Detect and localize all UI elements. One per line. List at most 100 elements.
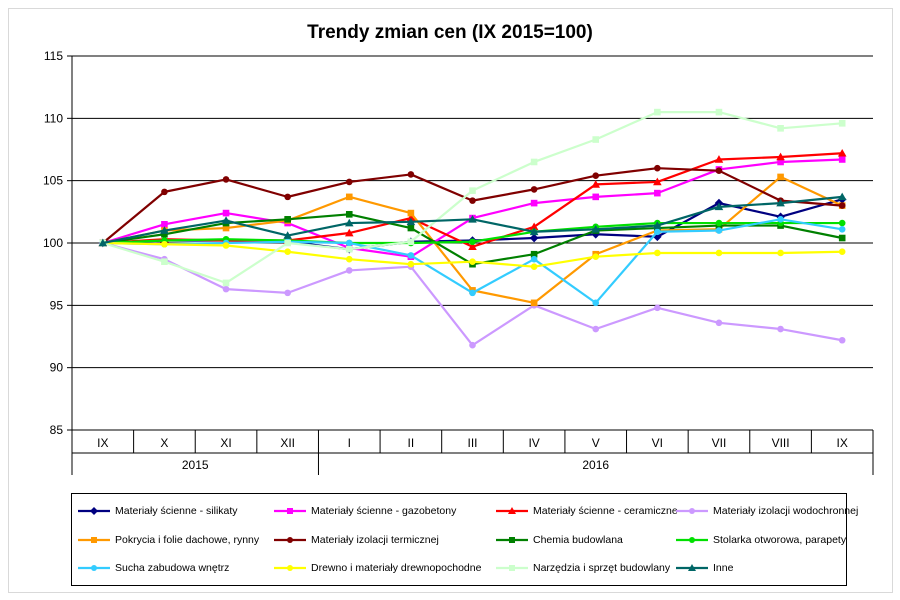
- legend-item: Chemia budowlana: [495, 530, 623, 550]
- data-point: [345, 211, 353, 218]
- legend-item: Narzędzia i sprzęt budowlany: [495, 558, 670, 578]
- legend-marker: [91, 565, 97, 571]
- legend-label: Stolarka otworowa, parapety: [713, 534, 847, 546]
- legend-item: Inne: [675, 558, 733, 578]
- data-point: [345, 267, 353, 274]
- data-point: [529, 227, 539, 236]
- data-point: [344, 228, 354, 237]
- data-point: [838, 234, 846, 242]
- x-tick-label: XI: [220, 436, 231, 450]
- legend-item: Materiały izolacji termicznej: [273, 530, 439, 550]
- legend: Materiały ścienne - silikaty Materiały śc…: [71, 493, 858, 586]
- data-point: [407, 252, 415, 259]
- data-point: [837, 192, 847, 201]
- legend-marker: [287, 565, 293, 571]
- data-point: [592, 136, 600, 143]
- data-point: [715, 227, 723, 234]
- legend-marker: [689, 508, 695, 514]
- year-label: 2016: [582, 458, 609, 472]
- data-point: [530, 255, 538, 263]
- data-point: [530, 186, 538, 193]
- chart-frame: [8, 8, 893, 593]
- y-tick-label: 115: [44, 49, 63, 63]
- x-tick-label: XII: [280, 436, 295, 450]
- legend-marker: [287, 537, 293, 543]
- data-point: [530, 263, 538, 270]
- legend-label: Materiały ścienne - gazobetony: [311, 505, 457, 517]
- data-point: [654, 164, 661, 172]
- data-point: [469, 258, 476, 266]
- data-point: [468, 242, 477, 251]
- y-tick-label: 110: [44, 111, 63, 125]
- data-point: [715, 319, 723, 327]
- data-point: [468, 215, 477, 223]
- data-point: [838, 202, 846, 209]
- data-point: [222, 279, 230, 287]
- legend-item: Drewno i materiały drewnopochodne: [273, 558, 481, 578]
- data-point: [838, 248, 846, 256]
- legend-swatch: [496, 565, 528, 571]
- legend-swatch: [676, 508, 708, 514]
- data-point: [160, 226, 169, 234]
- x-tick-label: VIII: [772, 436, 790, 450]
- x-tick-label: IX: [837, 436, 848, 450]
- legend-swatch: [78, 537, 110, 543]
- data-point: [98, 238, 108, 247]
- x-tick-label: II: [408, 436, 415, 450]
- data-point: [654, 189, 661, 197]
- data-point: [529, 233, 539, 243]
- data-point: [161, 258, 168, 265]
- x-tick-label: VII: [712, 436, 727, 450]
- legend-item: Sucha zabudowa wnętrz: [77, 558, 229, 578]
- data-point: [777, 249, 784, 257]
- data-point: [592, 325, 600, 333]
- data-point: [530, 158, 538, 166]
- data-point: [653, 177, 662, 186]
- data-point: [777, 216, 784, 223]
- legend-label: Drewno i materiały drewnopochodne: [311, 562, 482, 574]
- y-tick-label: 90: [50, 361, 64, 375]
- legend-item: Materiały izolacji wodochronnej: [675, 501, 858, 521]
- data-point: [283, 231, 292, 239]
- data-point: [715, 219, 723, 227]
- data-point: [284, 239, 291, 247]
- data-point: [592, 299, 600, 307]
- legend-item: Stolarka otworowa, parapety: [675, 530, 846, 550]
- legend-label: Inne: [713, 562, 734, 574]
- year-label: 2015: [182, 458, 209, 472]
- y-tick-label: 95: [50, 298, 64, 312]
- legend-swatch: [274, 537, 306, 543]
- legend-item: Pokrycia i folie dachowe, rynny: [77, 530, 259, 550]
- legend-label: Narzędzia i sprzęt budowlany: [533, 562, 671, 574]
- legend-marker: [508, 507, 516, 514]
- legend-label: Materiały izolacji wodochronnej: [713, 505, 859, 517]
- legend-item: Materiały ścienne - ceramiczne: [495, 501, 678, 521]
- legend-label: Materiały ścienne - silikaty: [115, 505, 238, 517]
- data-point: [530, 250, 538, 258]
- data-point: [345, 193, 353, 201]
- data-point: [407, 224, 415, 232]
- data-point: [530, 299, 538, 307]
- data-point: [161, 230, 168, 238]
- data-point: [407, 238, 415, 246]
- data-point: [345, 245, 353, 253]
- x-tick-label: VI: [652, 436, 663, 450]
- data-point: [407, 171, 415, 178]
- data-point: [654, 108, 661, 116]
- legend-marker: [287, 508, 293, 514]
- x-tick-label: IX: [97, 436, 108, 450]
- data-point: [222, 242, 230, 249]
- data-point: [407, 260, 415, 268]
- legend-marker: [688, 564, 696, 571]
- data-point: [777, 125, 784, 132]
- legend-swatch: [496, 507, 528, 514]
- data-point: [161, 240, 168, 248]
- data-point: [838, 156, 846, 163]
- legend-swatch: [274, 508, 306, 514]
- data-point: [715, 249, 723, 257]
- legend-label: Chemia budowlana: [533, 534, 623, 546]
- data-point: [714, 202, 724, 211]
- data-point: [161, 188, 168, 196]
- x-tick-label: V: [592, 436, 600, 450]
